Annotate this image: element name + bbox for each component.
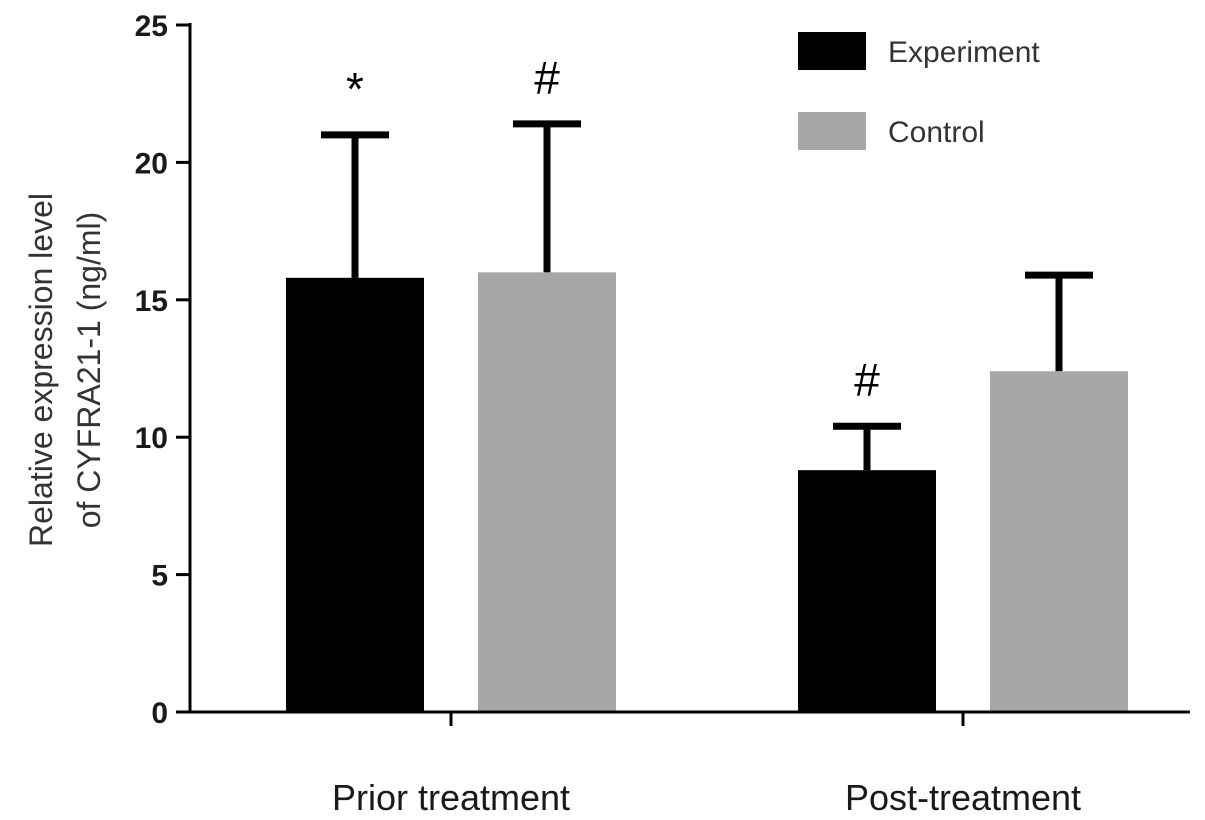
y-tick-label: 0 [151, 697, 168, 730]
axes-group: 0 5 10 15 20 25 Prior treatment Post-treatment [135, 10, 1190, 818]
bar [478, 272, 616, 712]
legend-label: Experiment [888, 36, 1040, 69]
y-axis-label: Relative expression level of CYFRA21-1 (… [23, 193, 107, 547]
significance-marker: * [346, 63, 364, 115]
y-tick-label: 10 [135, 422, 168, 455]
bars-group: * # # [286, 52, 1128, 712]
y-tick-label: 25 [135, 10, 168, 43]
legend-swatch [798, 112, 866, 150]
bar [990, 371, 1128, 712]
y-axis-label-line-1: Relative expression level [23, 193, 59, 547]
legend-label: Control [888, 116, 985, 149]
x-tick-label: Prior treatment [332, 777, 570, 818]
y-axis-label-line-2: of CYFRA21-1 (ng/ml) [71, 212, 107, 529]
legend-swatch [798, 32, 866, 70]
significance-marker: # [534, 52, 560, 104]
significance-marker: # [854, 354, 880, 406]
bar [286, 277, 424, 712]
legend: Experiment Control [798, 32, 1040, 150]
y-tick-label: 20 [135, 147, 168, 180]
y-tick-label: 5 [151, 560, 168, 593]
bar [798, 470, 936, 712]
x-tick-label: Post-treatment [845, 777, 1081, 818]
y-tick-label: 15 [135, 285, 168, 318]
